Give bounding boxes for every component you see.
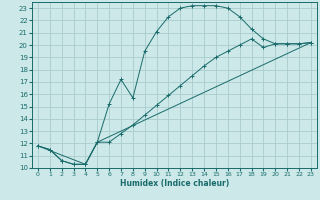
X-axis label: Humidex (Indice chaleur): Humidex (Indice chaleur): [120, 179, 229, 188]
